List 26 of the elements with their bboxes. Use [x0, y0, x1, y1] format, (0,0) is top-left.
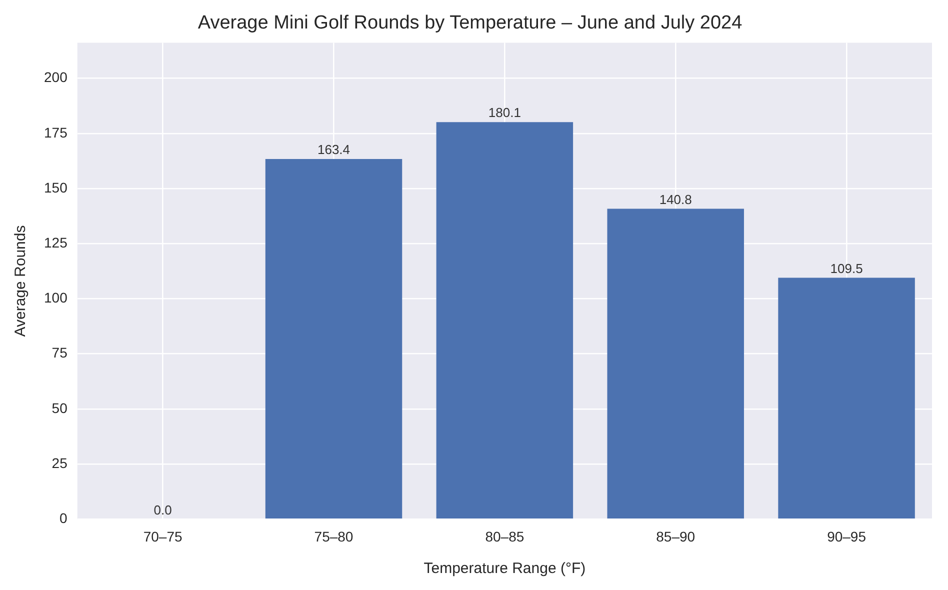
bar	[778, 278, 915, 519]
x-tick-label: 80–85	[485, 528, 524, 544]
y-tick-label: 100	[44, 290, 68, 306]
y-tick-label: 200	[44, 69, 68, 86]
x-axis-title: Temperature Range (°F)	[424, 560, 586, 578]
data-label: 140.8	[659, 192, 692, 207]
y-tick-label: 25	[52, 454, 68, 471]
x-tick-label: 85–90	[656, 528, 696, 544]
y-tick-label: 0	[60, 510, 68, 526]
x-tick-label: 90–95	[827, 528, 866, 544]
data-label: 163.4	[317, 142, 350, 158]
y-axis-title: Average Rounds	[12, 225, 30, 337]
chart-title: Average Mini Golf Rounds by Temperature – June and July 2024	[198, 12, 743, 34]
data-label: 180.1	[488, 105, 521, 120]
y-tick-label: 175	[44, 124, 68, 140]
bar	[607, 208, 744, 519]
data-label: 0.0	[154, 502, 172, 518]
bar	[436, 122, 574, 519]
y-tick-label: 50	[52, 400, 68, 416]
y-tick-label: 150	[44, 179, 68, 196]
y-tick-label: 75	[52, 344, 68, 361]
y-tick-label: 125	[44, 234, 68, 250]
data-label: 109.5	[830, 260, 863, 276]
bar	[265, 158, 402, 519]
x-tick-label: 70–75	[143, 528, 182, 544]
x-tick-label: 75–80	[314, 528, 354, 544]
